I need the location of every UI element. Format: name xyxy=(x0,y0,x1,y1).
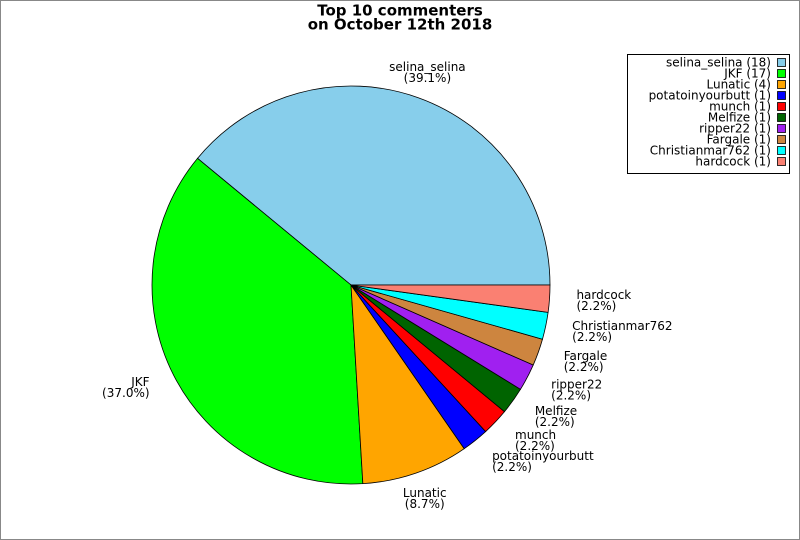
legend-swatch xyxy=(777,102,786,111)
pie-slice xyxy=(196,85,551,286)
slice-label: selina_selina xyxy=(389,60,466,74)
slice-value-label: (2.2%) xyxy=(576,299,616,313)
slice-value-label: (8.7%) xyxy=(405,497,445,511)
legend-label: selina_selina (18) xyxy=(666,56,771,70)
slice-value-label: (2.2%) xyxy=(515,439,555,453)
slice-value-label: (2.2%) xyxy=(535,415,575,429)
legend-label: Lunatic (4) xyxy=(707,78,772,92)
slice-value-label: (37.0%) xyxy=(102,386,149,400)
slice-value-label: (2.2%) xyxy=(564,360,604,374)
slice-label: Lunatic xyxy=(403,486,447,500)
slice-label: munch xyxy=(515,428,556,442)
legend-swatch xyxy=(777,124,786,133)
legend-swatch xyxy=(777,157,786,166)
slice-label: Christianmar762 xyxy=(572,319,672,333)
legend-label: potatoinyourbutt (1) xyxy=(649,89,771,103)
pie-slice xyxy=(350,283,465,485)
legend-swatch xyxy=(777,80,786,89)
legend-swatch xyxy=(777,58,786,67)
legend-label: Melfize (1) xyxy=(708,111,771,125)
legend-swatch xyxy=(777,113,786,122)
legend-box xyxy=(627,54,790,174)
slice-label: hardcock xyxy=(576,288,631,302)
chart-title: on October 12th 2018 xyxy=(308,16,493,34)
pie-slice xyxy=(151,157,364,485)
legend-label: hardcock (1) xyxy=(695,155,771,169)
legend-label: Christianmar762 (1) xyxy=(650,144,771,158)
pie-slice xyxy=(350,284,551,313)
legend-swatch xyxy=(777,146,786,155)
slice-value-label: (2.2%) xyxy=(551,388,591,402)
legend-swatch xyxy=(777,135,786,144)
chart-title: Top 10 commenters xyxy=(317,2,483,20)
legend-label: JKF (17) xyxy=(723,67,771,81)
slice-value-label: (2.2%) xyxy=(572,330,612,344)
slice-label: Fargale xyxy=(564,349,608,363)
slice-label: ripper22 xyxy=(551,377,602,391)
legend-swatch xyxy=(777,69,786,78)
legend-label: ripper22 (1) xyxy=(699,122,771,136)
slice-label: potatoinyourbutt xyxy=(492,449,594,463)
legend-swatch xyxy=(777,91,786,100)
slice-value-label: (2.2%) xyxy=(492,460,532,474)
slice-value-label: (39.1%) xyxy=(404,71,451,85)
slice-label: JKF xyxy=(130,375,149,389)
slice-label: Melfize xyxy=(535,404,577,418)
legend-label: Fargale (1) xyxy=(707,133,771,147)
legend-label: munch (1) xyxy=(709,100,771,114)
